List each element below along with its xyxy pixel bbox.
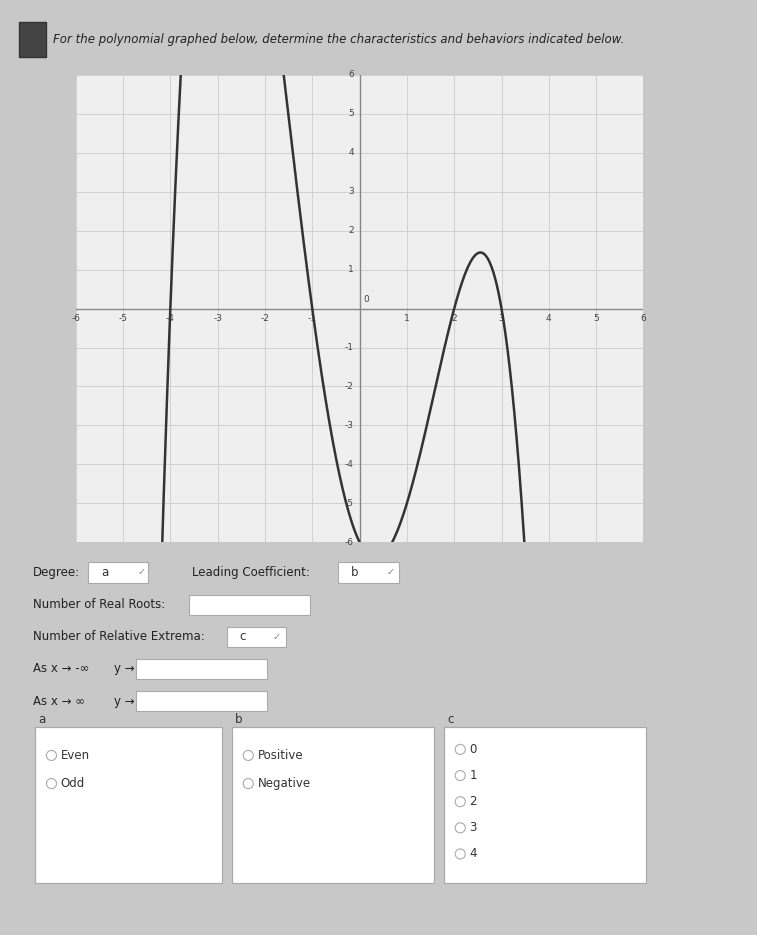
Bar: [136, 691, 267, 712]
Text: b: b: [235, 713, 243, 726]
Text: 0: 0: [469, 743, 477, 755]
Text: 1: 1: [348, 266, 354, 274]
Text: Number of Relative Extrema:: Number of Relative Extrema:: [33, 630, 205, 643]
Text: Number of Real Roots:: Number of Real Roots:: [33, 598, 166, 611]
Bar: [227, 626, 285, 647]
Bar: [444, 727, 646, 884]
Bar: [136, 659, 267, 679]
Bar: [338, 563, 399, 583]
Text: 1: 1: [404, 314, 410, 324]
Text: b: b: [351, 566, 359, 579]
FancyBboxPatch shape: [19, 22, 46, 57]
Text: 3: 3: [469, 821, 477, 834]
Text: y →: y →: [114, 695, 135, 708]
Text: Even: Even: [61, 749, 89, 762]
Text: -3: -3: [213, 314, 222, 324]
Text: -2: -2: [345, 382, 354, 391]
Text: 3: 3: [499, 314, 504, 324]
Text: -4: -4: [345, 460, 354, 468]
Text: -5: -5: [119, 314, 127, 324]
Text: 5: 5: [348, 109, 354, 118]
Bar: [88, 563, 148, 583]
Text: c: c: [447, 713, 453, 726]
Text: 5: 5: [593, 314, 599, 324]
Text: -6: -6: [71, 314, 80, 324]
Text: 2: 2: [469, 795, 477, 808]
Text: c: c: [239, 630, 245, 643]
Text: ✓: ✓: [137, 568, 145, 578]
Text: 4: 4: [348, 149, 354, 157]
Bar: [232, 727, 434, 884]
Text: 3: 3: [348, 187, 354, 196]
Text: Degree:: Degree:: [33, 566, 80, 579]
Text: -2: -2: [260, 314, 269, 324]
Text: -1: -1: [308, 314, 316, 324]
Text: 1: 1: [28, 34, 37, 46]
Text: 0: 0: [363, 295, 369, 304]
Text: 1: 1: [469, 770, 477, 782]
Text: Leading Coefficient:: Leading Coefficient:: [192, 566, 310, 579]
Text: y →: y →: [114, 663, 135, 675]
Text: -1: -1: [345, 343, 354, 352]
Text: As x → ∞: As x → ∞: [33, 695, 86, 708]
Text: Positive: Positive: [257, 749, 303, 762]
Text: -5: -5: [345, 499, 354, 508]
Text: Odd: Odd: [61, 777, 85, 790]
Text: ✓: ✓: [387, 568, 394, 578]
Text: 6: 6: [640, 314, 646, 324]
Text: -3: -3: [345, 421, 354, 430]
Text: 4: 4: [469, 847, 477, 860]
Text: 2: 2: [451, 314, 457, 324]
Text: As x → -∞: As x → -∞: [33, 663, 89, 675]
Text: ✓: ✓: [273, 632, 281, 641]
Text: 2: 2: [348, 226, 354, 235]
Text: 4: 4: [546, 314, 552, 324]
Text: For the polynomial graphed below, determine the characteristics and behaviors in: For the polynomial graphed below, determ…: [53, 34, 625, 46]
Text: a: a: [101, 566, 108, 579]
Text: Negative: Negative: [257, 777, 310, 790]
Text: a: a: [39, 713, 45, 726]
Bar: [188, 595, 310, 614]
Text: -4: -4: [166, 314, 175, 324]
Text: -6: -6: [345, 538, 354, 547]
Text: 6: 6: [348, 70, 354, 79]
Bar: [36, 727, 222, 884]
